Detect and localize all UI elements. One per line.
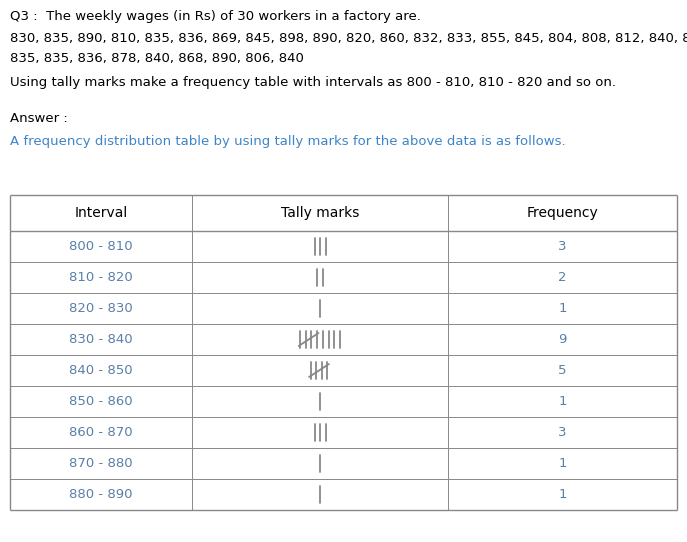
Text: 3: 3: [559, 426, 567, 439]
Text: 880 - 890: 880 - 890: [69, 488, 133, 501]
Text: Answer :: Answer :: [10, 112, 68, 125]
Text: Interval: Interval: [74, 206, 128, 220]
Text: 800 - 810: 800 - 810: [69, 240, 133, 253]
Text: Tally marks: Tally marks: [281, 206, 359, 220]
Text: 1: 1: [559, 488, 567, 501]
Text: 860 - 870: 860 - 870: [69, 426, 133, 439]
Text: 810 - 820: 810 - 820: [69, 271, 133, 284]
Text: Using tally marks make a frequency table with intervals as 800 - 810, 810 - 820 : Using tally marks make a frequency table…: [10, 76, 616, 89]
Text: 870 - 880: 870 - 880: [69, 457, 133, 470]
Text: 2: 2: [559, 271, 567, 284]
Text: 830, 835, 890, 810, 835, 836, 869, 845, 898, 890, 820, 860, 832, 833, 855, 845, : 830, 835, 890, 810, 835, 836, 869, 845, …: [10, 32, 687, 45]
Text: Q3 :  The weekly wages (in Rs) of 30 workers in a factory are.: Q3 : The weekly wages (in Rs) of 30 work…: [10, 10, 421, 23]
Text: 835, 835, 836, 878, 840, 868, 890, 806, 840: 835, 835, 836, 878, 840, 868, 890, 806, …: [10, 52, 304, 65]
Text: 5: 5: [559, 364, 567, 377]
Text: Frequency: Frequency: [527, 206, 598, 220]
Text: A frequency distribution table by using tally marks for the above data is as fol: A frequency distribution table by using …: [10, 135, 565, 148]
Text: 1: 1: [559, 395, 567, 408]
Text: 1: 1: [559, 457, 567, 470]
Text: 830 - 840: 830 - 840: [69, 333, 133, 346]
Text: 9: 9: [559, 333, 567, 346]
Text: 1: 1: [559, 302, 567, 315]
Text: 840 - 850: 840 - 850: [69, 364, 133, 377]
Text: 850 - 860: 850 - 860: [69, 395, 133, 408]
Text: 3: 3: [559, 240, 567, 253]
Text: 820 - 830: 820 - 830: [69, 302, 133, 315]
